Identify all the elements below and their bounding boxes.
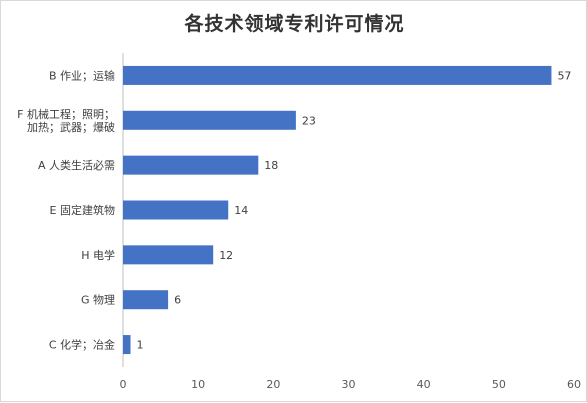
bar-value-label: 6 <box>174 294 181 307</box>
x-tick-label: 60 <box>567 378 581 391</box>
bar <box>123 245 214 265</box>
bar-value-label: 57 <box>557 69 571 82</box>
x-tick-label: 10 <box>191 378 205 391</box>
bar <box>123 200 229 220</box>
category-label: B 作业；运输 <box>49 68 115 82</box>
bar-value-label: 23 <box>302 114 316 127</box>
x-tick-label: 30 <box>342 378 356 391</box>
category-label: C 化学；冶金 <box>49 338 115 352</box>
x-tick-label: 20 <box>266 378 280 391</box>
category-label: G 物理 <box>81 293 115 307</box>
category-label: H 电学 <box>81 248 115 262</box>
category-label: E 固定建筑物 <box>50 203 115 217</box>
category-label: F 机械工程；照明；加热；武器；爆破 <box>17 107 115 134</box>
bar <box>123 65 552 85</box>
x-tick-label: 0 <box>120 378 127 391</box>
category-label: A 人类生活必需 <box>38 158 115 172</box>
bar-value-label: 18 <box>264 159 278 172</box>
chart-title: 各技术领域专利许可情况 <box>184 13 405 35</box>
bar <box>123 335 131 355</box>
bar-value-label: 14 <box>234 204 248 217</box>
x-tick-label: 50 <box>492 378 506 391</box>
bar-value-label: 1 <box>137 339 144 352</box>
x-tick-label: 40 <box>417 378 431 391</box>
bar <box>123 110 296 130</box>
bar <box>123 155 259 175</box>
bar <box>123 290 169 310</box>
bar-value-label: 12 <box>219 249 233 262</box>
